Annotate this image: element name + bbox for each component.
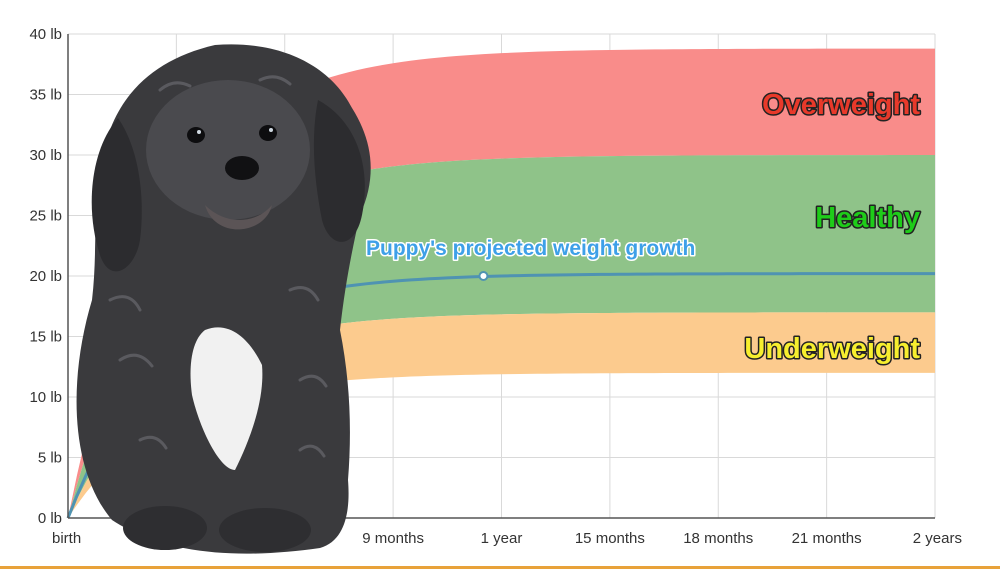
underweight-label: Underweight <box>744 333 920 365</box>
black-and-white-puppy-photo <box>76 44 371 554</box>
x-tick-label: 1 year <box>481 530 523 547</box>
puppy-face <box>146 80 310 220</box>
puppy-left-eye <box>187 127 205 143</box>
puppy-nose <box>225 156 259 180</box>
y-tick-label: 0 lb <box>38 510 62 527</box>
y-axis-ticks: 0 lb 5 lb 10 lb 15 lb 20 lb 25 lb 30 lb 35 lb 40… <box>29 26 62 527</box>
puppy-right-ear <box>313 100 365 242</box>
x-tick-label: birth <box>52 530 81 547</box>
x-tick-label: 21 months <box>792 530 862 547</box>
puppy-fur-texture <box>108 75 328 458</box>
puppy-white-chest <box>190 327 263 470</box>
puppy-left-ear <box>91 118 142 272</box>
y-tick-label: 30 lb <box>29 147 62 164</box>
x-tick-label: 2 years <box>913 530 962 547</box>
healthy-label: Healthy <box>815 202 920 234</box>
projection-label: Puppy's projected weight growth <box>366 237 695 260</box>
y-tick-label: 20 lb <box>29 268 62 285</box>
y-tick-label: 40 lb <box>29 26 62 43</box>
puppy-eye-glint-right <box>269 128 273 132</box>
y-tick-label: 5 lb <box>38 450 62 467</box>
projection-marker <box>478 271 489 281</box>
bottom-accent-rule <box>0 566 1000 569</box>
y-tick-label: 35 lb <box>29 87 62 104</box>
puppy-left-paw <box>123 506 207 550</box>
puppy-muzzle-beard <box>205 205 272 230</box>
y-tick-label: 15 lb <box>29 329 62 346</box>
y-tick-label: 25 lb <box>29 208 62 225</box>
puppy-eye-glint-left <box>197 130 201 134</box>
puppy-right-eye <box>259 125 277 141</box>
overweight-label: Overweight <box>762 89 920 121</box>
y-tick-label: 10 lb <box>29 389 62 406</box>
x-tick-label: 9 months <box>362 530 424 547</box>
puppy-right-paw <box>219 508 311 552</box>
x-tick-label: 15 months <box>575 530 645 547</box>
x-tick-label: 18 months <box>683 530 753 547</box>
